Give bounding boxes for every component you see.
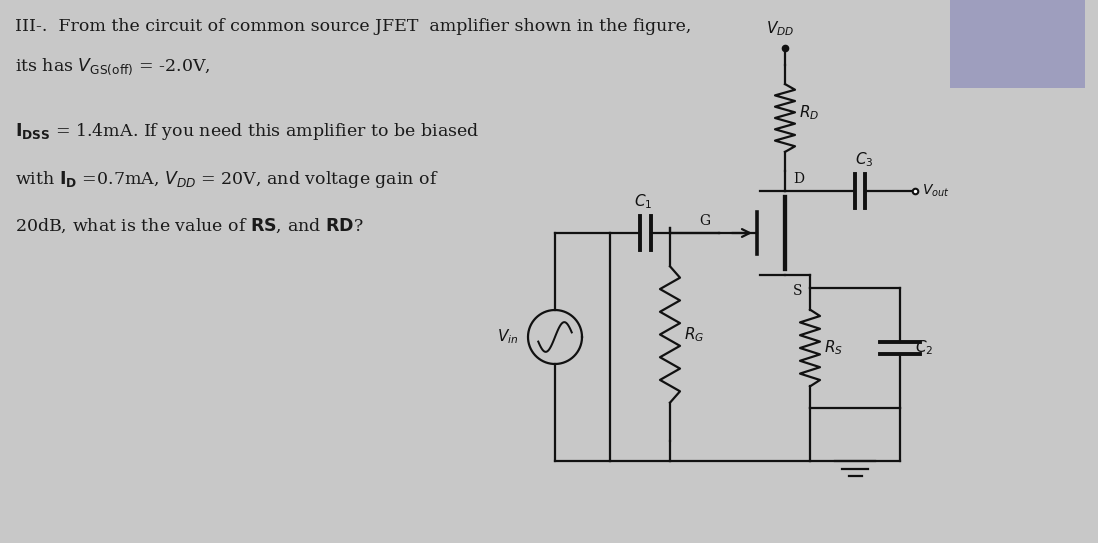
- Text: $V_{DD}$: $V_{DD}$: [765, 20, 794, 38]
- Text: $V_{out}$: $V_{out}$: [922, 183, 950, 199]
- Text: $\mathbf{I_{DSS}}$ = 1.4mA. If you need this amplifier to be biased: $\mathbf{I_{DSS}}$ = 1.4mA. If you need …: [15, 121, 480, 142]
- Polygon shape: [950, 0, 1085, 88]
- Text: III-.  From the circuit of common source JFET  amplifier shown in the figure,: III-. From the circuit of common source …: [15, 18, 692, 35]
- Text: $V_{in}$: $V_{in}$: [496, 327, 518, 346]
- Text: with $\mathbf{I_D}$ =0.7mA, $V_{DD}$ = 20V, and voltage gain of: with $\mathbf{I_D}$ =0.7mA, $V_{DD}$ = 2…: [15, 169, 438, 190]
- Text: S: S: [793, 284, 803, 298]
- Text: D: D: [793, 172, 804, 186]
- Text: $C_1$: $C_1$: [634, 192, 652, 211]
- Text: G: G: [699, 214, 710, 228]
- Text: $R_S$: $R_S$: [824, 339, 843, 357]
- Text: $C_3$: $C_3$: [854, 150, 873, 169]
- Text: $C_2$: $C_2$: [915, 339, 933, 357]
- Text: $R_G$: $R_G$: [684, 325, 704, 344]
- Text: $R_D$: $R_D$: [799, 104, 819, 122]
- Text: its has $V_\mathrm{GS(off)}$ = -2.0V,: its has $V_\mathrm{GS(off)}$ = -2.0V,: [15, 56, 211, 77]
- Text: 20dB, what is the value of $\mathbf{RS}$, and $\mathbf{RD}$?: 20dB, what is the value of $\mathbf{RS}$…: [15, 217, 363, 235]
